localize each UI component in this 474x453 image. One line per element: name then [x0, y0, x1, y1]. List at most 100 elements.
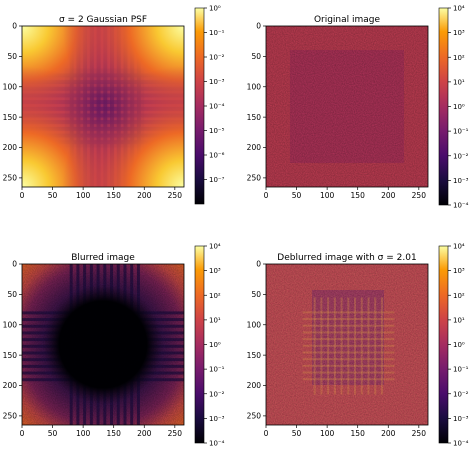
colorbar-tick-label: 10⁻³ [209, 415, 225, 423]
colorbar-ticks: 10⁴ 10³ 10² 10¹ 10⁰ 10⁻¹ 10⁻² 10⁻³ 10⁻⁴ [448, 243, 469, 448]
colorbar-tick-label: 10¹ [209, 316, 221, 324]
x-tick-label: 100 [76, 429, 91, 438]
x-tick-label: 0 [20, 429, 25, 438]
x-tick-label: 200 [381, 429, 396, 438]
colorbar-tick-label: 10² [453, 292, 465, 300]
colorbar [194, 7, 205, 205]
x-tick-label: 150 [107, 191, 122, 200]
colorbar-tick-label: 10¹ [453, 78, 465, 86]
y-tick-label: 200 [247, 143, 262, 152]
panel-blurred: Blurred image 0 50 100 150 200 25005010015020… [3, 243, 225, 448]
x-tick-label: 200 [137, 191, 152, 200]
x-tick-label: 250 [412, 429, 427, 438]
colorbar-tick-label: 10⁻⁵ [209, 127, 225, 135]
colorbar [194, 245, 205, 444]
colorbar [438, 245, 449, 444]
y-tick-label: 200 [3, 381, 18, 390]
colorbar-ticks: 10⁴ 10³ 10² 10¹ 10⁰ 10⁻¹ 10⁻² 10⁻³ 10⁻⁴ [204, 243, 225, 448]
y-tick-label: 100 [247, 320, 262, 329]
x-tick-label: 250 [168, 429, 183, 438]
y-tick-label: 0 [256, 22, 261, 31]
colorbar-tick-label: 10⁻² [453, 152, 469, 160]
colorbar-tick-label: 10⁻² [209, 54, 225, 62]
x-tick-label: 100 [320, 191, 335, 200]
colorbar-tick-label: 10⁴ [453, 5, 465, 13]
y-tick-label: 150 [247, 351, 262, 360]
deblurred-noise-warm [266, 264, 428, 425]
x-tick-label: 150 [351, 191, 366, 200]
panel-psf: σ = 2 Gaussian PSF 0 50 100 150 200 250050100… [3, 5, 225, 205]
x-tick-label: 0 [264, 191, 269, 200]
x-tick-label: 50 [292, 191, 302, 200]
colorbar-tick-label: 10⁻⁷ [209, 176, 225, 184]
colorbar-tick-label: 10² [453, 54, 465, 62]
colorbar-ticks: 10⁰ 10⁻¹ 10⁻² 10⁻³ 10⁻⁴ 10⁻⁵ 10⁻⁶ 10⁻⁷ [204, 5, 225, 184]
panel-deblurred: Deblurred image with σ = 2.01 0 50 100 150 2… [247, 243, 469, 448]
y-tick-label: 200 [247, 381, 262, 390]
colorbar-tick-label: 10⁴ [209, 243, 221, 251]
x-tick-label: 100 [320, 429, 335, 438]
x-tick-label: 200 [381, 191, 396, 200]
colorbar-tick-label: 10⁻⁴ [453, 202, 469, 210]
panel-title: Original image [314, 15, 381, 25]
blurred-noise [22, 264, 184, 425]
x-tick-label: 150 [351, 429, 366, 438]
colorbar-tick-label: 10⁻¹ [453, 128, 469, 136]
panel-original: Original image 0 50 100 150 200 2500501001502… [247, 5, 469, 210]
axes-frame [21, 263, 185, 426]
y-tick-label: 0 [12, 260, 17, 269]
y-tick-label: 50 [251, 52, 261, 61]
colorbar-tick-label: 10⁻¹ [453, 366, 469, 374]
x-tick-label: 100 [76, 191, 91, 200]
colorbar-tick-label: 10³ [209, 267, 221, 275]
colorbar-tick-label: 10⁻¹ [209, 366, 225, 374]
y-tick-label: 50 [7, 290, 17, 299]
colorbar-tick-label: 10⁻³ [453, 177, 469, 185]
x-tick-label: 250 [412, 191, 427, 200]
axes-frame [265, 263, 429, 426]
colorbar-tick-label: 10⁻⁴ [453, 440, 469, 448]
colorbar-tick-label: 10³ [453, 29, 465, 37]
y-tick-label: 150 [247, 113, 262, 122]
x-tick-label: 250 [168, 191, 183, 200]
colorbar-tick-label: 10⁻³ [209, 78, 225, 86]
colorbar-ticks: 10⁴ 10³ 10² 10¹ 10⁰ 10⁻¹ 10⁻² 10⁻³ 10⁻⁴ [448, 5, 469, 210]
original-noise [266, 26, 428, 187]
colorbar-tick-label: 10² [209, 292, 221, 300]
colorbar-tick-label: 10⁰ [209, 5, 221, 13]
colorbar-tick-label: 10⁻¹ [209, 29, 225, 37]
y-tick-label: 200 [3, 143, 18, 152]
panel-title: σ = 2 Gaussian PSF [59, 15, 147, 25]
x-tick-label: 50 [292, 429, 302, 438]
panel-title: Blurred image [71, 253, 135, 263]
y-tick-label: 50 [251, 290, 261, 299]
colorbar-tick-label: 10¹ [453, 316, 465, 324]
colorbar-tick-label: 10⁻² [209, 390, 225, 398]
colorbar-tick-label: 10⁻² [453, 390, 469, 398]
y-tick-label: 50 [7, 52, 17, 61]
colorbar-tick-label: 10⁰ [453, 103, 465, 111]
y-tick-label: 250 [3, 174, 18, 183]
colorbar-tick-label: 10⁻⁶ [209, 152, 225, 160]
colorbar-tick-label: 10⁻³ [453, 415, 469, 423]
y-tick-label: 0 [256, 260, 261, 269]
psf-corner-br [22, 26, 184, 187]
x-tick-label: 0 [264, 429, 269, 438]
x-tick-label: 200 [137, 429, 152, 438]
y-tick-label: 100 [3, 320, 18, 329]
colorbar-tick-label: 10⁻⁴ [209, 440, 225, 448]
panel-title: Deblurred image with σ = 2.01 [277, 253, 416, 263]
colorbar-tick-label: 10³ [453, 267, 465, 275]
axes-frame [265, 25, 429, 188]
y-tick-label: 250 [3, 412, 18, 421]
colorbar-tick-label: 10⁴ [453, 243, 465, 251]
y-tick-label: 150 [3, 351, 18, 360]
y-tick-label: 100 [3, 82, 18, 91]
axes-frame [21, 25, 185, 188]
y-tick-label: 150 [3, 113, 18, 122]
